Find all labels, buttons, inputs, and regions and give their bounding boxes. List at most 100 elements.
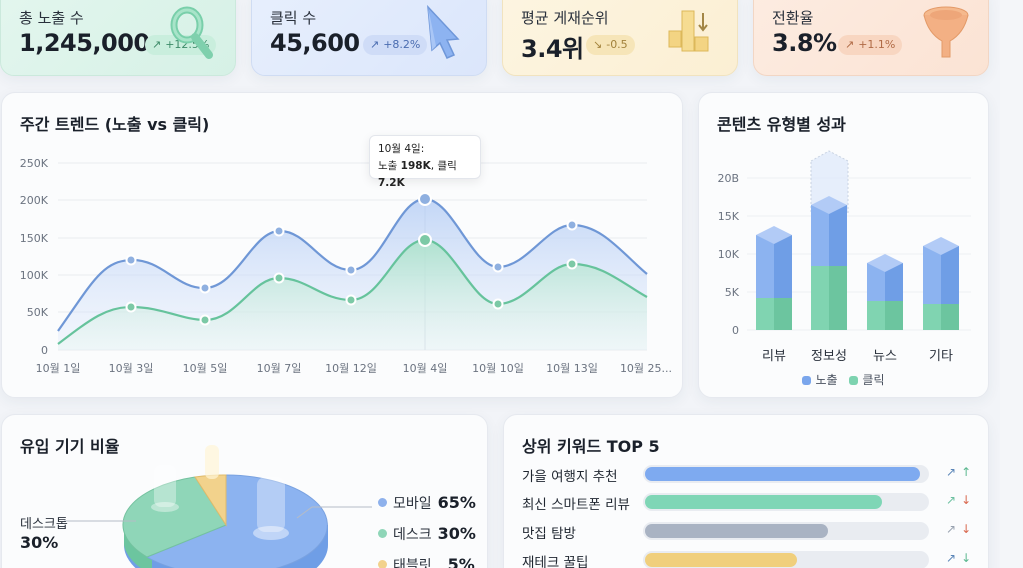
content-type-card: 콘텐츠 유형별 성과 20B 15K 10K 5K 0 [698, 92, 989, 398]
clicks-points [125, 233, 578, 326]
arrow-up-right-icon: ↗ [845, 38, 855, 51]
keyword-label: 최신 스마트폰 리뷰 [522, 497, 630, 513]
bar-news [867, 254, 903, 330]
arrow-down-icon: ↓ [961, 493, 972, 507]
legend-swatch [849, 376, 859, 385]
kpi-change: -0.5 [606, 38, 628, 51]
svg-text:250K: 250K [20, 157, 49, 170]
svg-text:0: 0 [41, 344, 48, 357]
trend-up-right-icon: ↗ [946, 522, 957, 536]
keyword-trend: ↗ ↓ [946, 551, 971, 565]
svg-text:100K: 100K [20, 269, 49, 282]
keyword-progress-fill [645, 467, 920, 481]
svg-text:10월 13일: 10월 13일 [546, 361, 598, 375]
kpi-change: +1.1% [858, 38, 896, 51]
keyword-label: 재테크 꿀팁 [522, 555, 589, 568]
tooltip-date: 10월 4일: [378, 143, 425, 155]
chart-legend: 노출 클릭 [699, 371, 988, 388]
trend-up-right-icon: ↗ [946, 493, 957, 507]
svg-text:10월 5일: 10월 5일 [183, 361, 228, 375]
legend-item-clicks[interactable]: 클릭 [849, 371, 885, 388]
kpi-label: 클릭 수 [270, 9, 317, 27]
card-title: 상위 키워드 TOP 5 [522, 437, 660, 456]
legend-swatch [378, 560, 387, 568]
kpi-value: 1,245,000 [19, 29, 150, 57]
svg-text:10월 10일: 10월 10일 [472, 361, 524, 375]
svg-text:15K: 15K [718, 210, 740, 223]
kpi-change-badge: ↗ +8.2% [363, 35, 428, 55]
bar-informational [811, 196, 847, 330]
kpi-card-rank[interactable]: 평균 게재순위 3.4위 ↘ -0.5 [502, 0, 738, 76]
svg-text:10월 1일: 10월 1일 [36, 361, 81, 375]
keyword-row[interactable]: 최신 스마트폰 리뷰 ↗ ↓ [522, 491, 982, 513]
keyword-trend: ↗ ↓ [946, 522, 971, 536]
chart-tooltip: 10월 4일: 노출 198K, 클릭 7.2K [369, 135, 481, 189]
arrow-up-right-icon: ↗ [370, 38, 380, 51]
keyword-label: 가을 여행지 추천 [522, 469, 618, 485]
svg-text:10K: 10K [718, 248, 740, 261]
legend-item-tablet[interactable]: 태블릿 5% [378, 555, 476, 568]
kpi-change: +8.2% [383, 38, 421, 51]
bar-review [756, 226, 792, 330]
pie-callout-label: 데스크톱 [20, 517, 68, 532]
keyword-progress-track [643, 522, 929, 540]
svg-text:150K: 150K [20, 232, 49, 245]
funnel-icon [923, 6, 969, 58]
arrow-up-right-icon: ↗ [152, 38, 162, 51]
y-axis-labels: 250K 200K 150K 100K 50K 0 [20, 157, 49, 357]
svg-text:뉴스: 뉴스 [873, 349, 897, 364]
x-axis-labels: 10월 1일 10월 3일 10월 5일 10월 7일 10월 12일 10월 … [36, 361, 672, 375]
arrow-down-right-icon: ↘ [593, 38, 603, 51]
card-title: 주간 트렌드 (노출 vs 클릭) [20, 115, 210, 134]
keyword-progress-fill [645, 524, 829, 538]
arrow-down-icon: ↓ [961, 551, 972, 565]
keyword-label: 맛집 탐방 [522, 526, 576, 542]
svg-text:기타: 기타 [929, 349, 953, 364]
legend-item-mobile[interactable]: 모바일 65% [378, 493, 476, 524]
keyword-row[interactable]: 재테크 꿀팁 ↗ ↓ [522, 549, 982, 568]
svg-text:10월 25...: 10월 25... [620, 362, 672, 375]
svg-text:50K: 50K [27, 306, 49, 319]
impressions-points [125, 192, 578, 294]
keyword-trend: ↗ ↑ [946, 465, 971, 479]
keyword-row[interactable]: 맛집 탐방 ↗ ↓ [522, 520, 982, 542]
kpi-value: 3.8% [772, 29, 837, 57]
trend-line-chart[interactable]: 250K 200K 150K 100K 50K 0 10월 1일 [2, 93, 684, 399]
arrow-down-icon: ↓ [961, 522, 972, 536]
keyword-progress-track [643, 493, 929, 511]
keyword-progress-track [643, 465, 929, 483]
kpi-card-clicks[interactable]: 클릭 수 45,600 ↗ +8.2% [251, 0, 487, 76]
svg-text:20B: 20B [717, 172, 739, 185]
y-axis-labels: 20B 15K 10K 5K 0 [717, 172, 739, 337]
keyword-progress-track [643, 551, 929, 568]
pie-slice-mobile [145, 474, 328, 568]
kpi-change-badge: ↘ -0.5 [586, 35, 635, 55]
kpi-card-conversion[interactable]: 전환율 3.8% ↗ +1.1% [753, 0, 989, 76]
page-edge [1000, 0, 1023, 568]
keyword-row[interactable]: 가을 여행지 추천 ↗ ↑ [522, 463, 982, 485]
device-pie-chart[interactable] [2, 415, 489, 568]
keyword-trend: ↗ ↓ [946, 493, 971, 507]
magnifier-icon [170, 6, 213, 59]
kpi-label: 전환율 [772, 9, 814, 27]
kpi-card-impressions[interactable]: 총 노출 수 1,245,000 ↗ +12.5% [0, 0, 236, 76]
podium-icon [668, 10, 709, 52]
card-title: 콘텐츠 유형별 성과 [717, 115, 846, 134]
trend-up-right-icon: ↗ [946, 465, 957, 479]
keyword-progress-fill [645, 495, 883, 509]
pie-legend: 모바일 65% 데스크 30% 태블릿 5% [378, 493, 476, 568]
pie-callout-value: 30% [20, 533, 59, 552]
legend-item-desktop[interactable]: 데스크 30% [378, 524, 476, 555]
svg-text:5K: 5K [725, 286, 740, 299]
target-ghost-bar [810, 150, 849, 214]
pie-slice-desktop [122, 476, 227, 558]
trend-up-right-icon: ↗ [946, 551, 957, 565]
arrow-up-icon: ↑ [961, 465, 972, 479]
content-bar-chart[interactable]: 20B 15K 10K 5K 0 [699, 93, 990, 399]
legend-item-impressions[interactable]: 노출 [802, 371, 838, 388]
legend-swatch [378, 498, 387, 507]
tooltip-values: 노출 198K, 클릭 7.2K [378, 160, 457, 189]
cursor-icon [427, 4, 460, 59]
svg-text:정보성: 정보성 [811, 349, 847, 364]
svg-text:200K: 200K [20, 194, 49, 207]
